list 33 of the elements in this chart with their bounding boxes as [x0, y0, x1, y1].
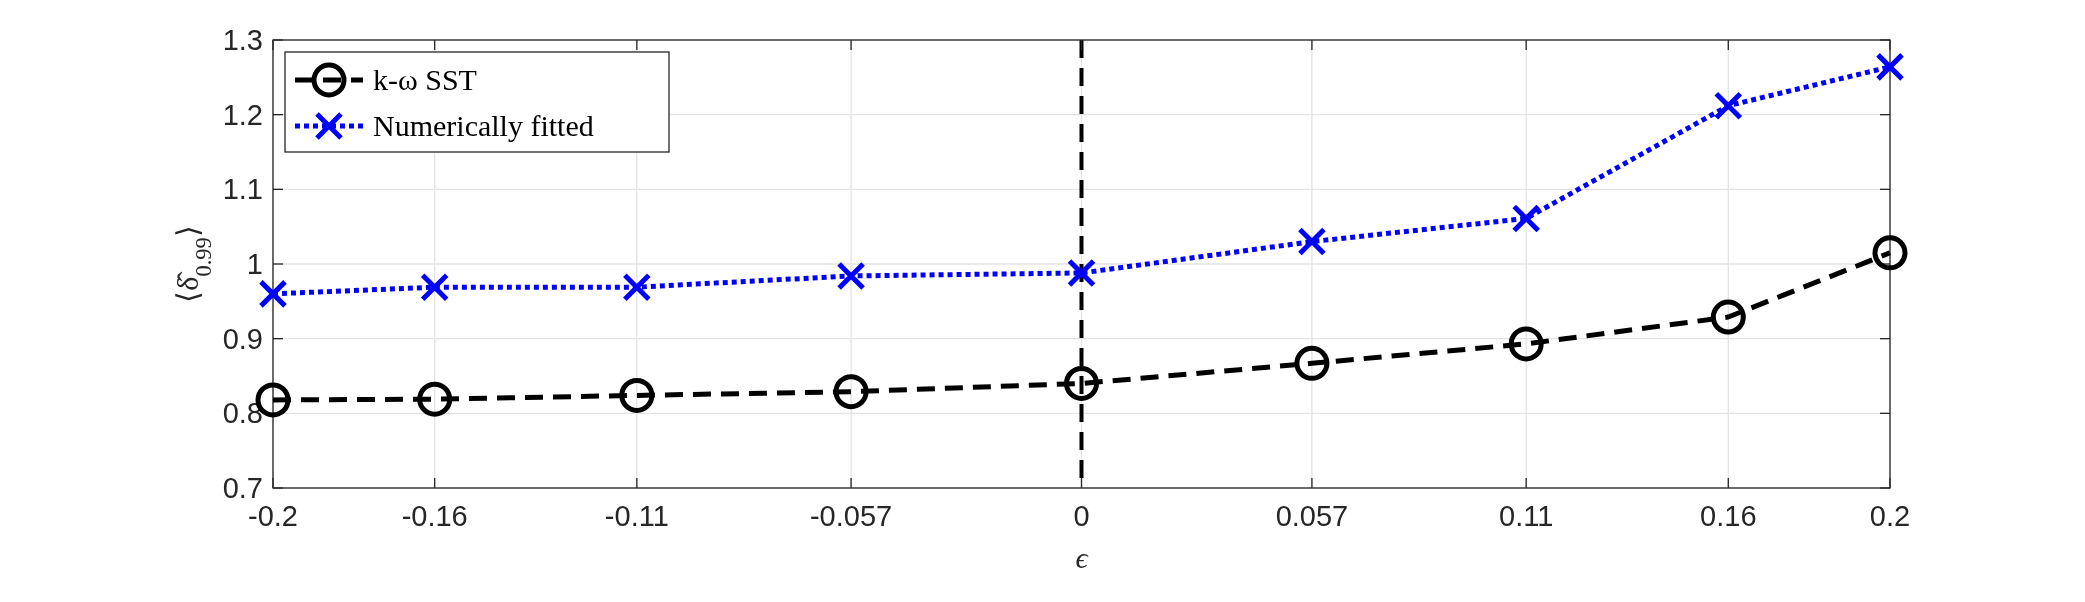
y-tick-label: 1.1	[222, 173, 263, 206]
x-axis-title: ϵ	[1075, 541, 1090, 574]
x-tick-label: 0.057	[1275, 500, 1349, 532]
x-tick-label: 0	[1073, 500, 1090, 532]
point	[619, 377, 655, 413]
x-tick-label: -0.11	[604, 500, 669, 532]
point	[1875, 52, 1905, 82]
y-tick-label: 1.2	[222, 98, 263, 131]
legend-label: k-ω SST	[373, 63, 477, 96]
legend-label: Numerically fitted	[373, 109, 594, 142]
point	[836, 261, 866, 291]
point	[1872, 235, 1908, 271]
point	[1064, 365, 1099, 401]
x-tick-label: 0.2	[1869, 500, 1911, 532]
point	[417, 381, 453, 417]
x-tick-label: -0.16	[401, 500, 468, 532]
x-tick-label: -0.057	[809, 500, 893, 532]
point	[622, 272, 652, 302]
point	[258, 279, 288, 309]
point	[833, 374, 869, 410]
point	[1294, 345, 1330, 381]
point	[1710, 299, 1746, 335]
x-tick-label: 0.16	[1700, 500, 1757, 532]
point	[1297, 227, 1327, 257]
point	[1067, 258, 1096, 288]
x-tick-label: 0.11	[1499, 500, 1554, 532]
y-tick-label: 1	[246, 248, 263, 280]
y-tick-label: 0.9	[222, 322, 263, 355]
point	[420, 272, 450, 302]
point	[1508, 326, 1544, 362]
y-tick-label: 1.3	[222, 24, 263, 56]
point	[1511, 203, 1541, 233]
point	[1713, 91, 1743, 121]
